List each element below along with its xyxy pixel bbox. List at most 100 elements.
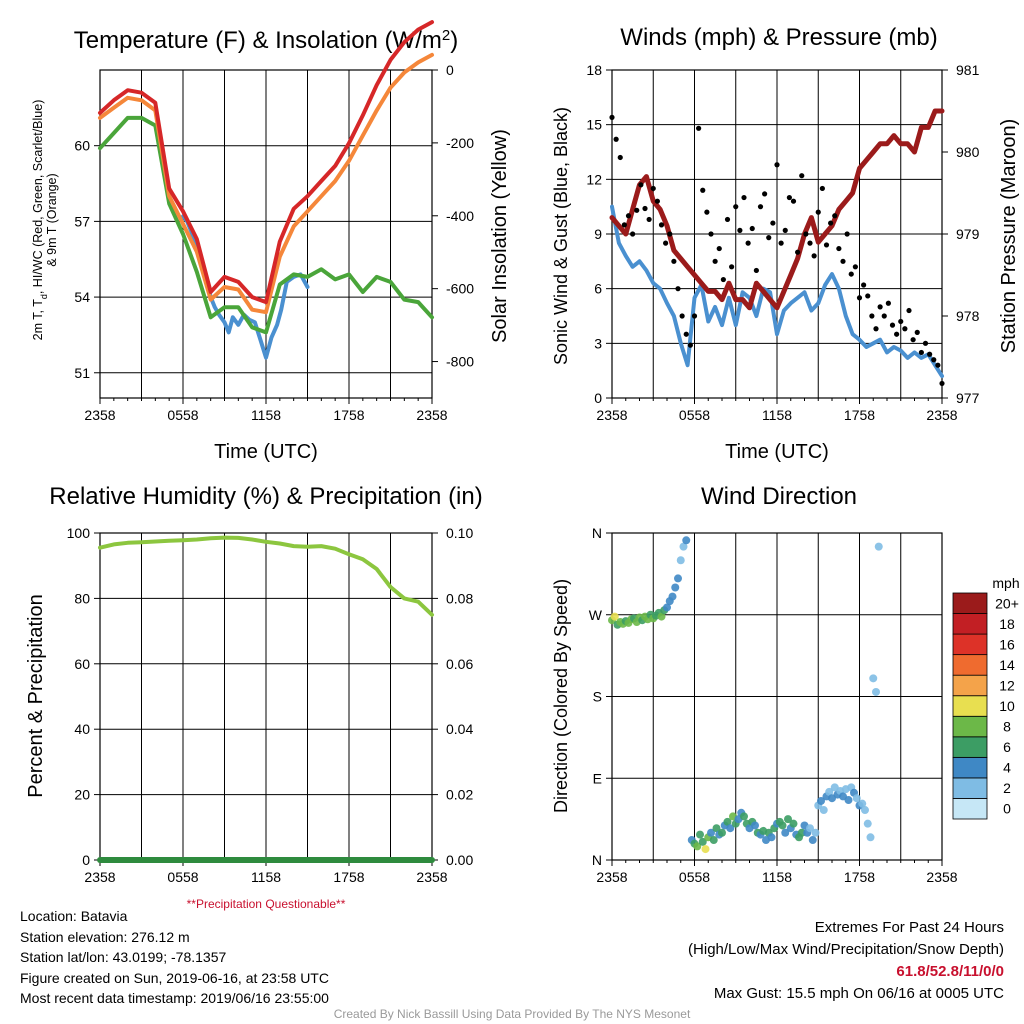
gust-point: [786, 194, 792, 201]
humidity-plot: 2358 0558 1158 1758 23580204060801000.000.02…: [67, 525, 474, 885]
direction-point: [781, 828, 790, 837]
gust-point: [922, 340, 929, 346]
winds-ytick-label: 3: [594, 335, 602, 351]
rh-rtick-label: 0.00: [446, 852, 473, 868]
legend-label: 16: [999, 636, 1015, 652]
rh-series: [98, 535, 434, 617]
winds-rtick-label: 980: [956, 144, 980, 160]
direction-point: [861, 806, 869, 815]
gust-point: [667, 231, 673, 237]
gust-point: [778, 240, 784, 246]
temp-ytick-label: 54: [74, 289, 90, 305]
gust-point: [729, 264, 735, 270]
legend-swatch: [952, 633, 988, 656]
direction-point: [679, 542, 688, 551]
direction-point: [610, 612, 619, 621]
legend-label: 2: [1003, 780, 1011, 796]
dir-ytick-label: W: [589, 607, 603, 623]
gust-point: [935, 362, 941, 368]
gust-point: [753, 267, 759, 274]
gust-point: [898, 318, 904, 325]
direction-point: [778, 821, 787, 830]
rh-rtick-label: 0.06: [446, 656, 473, 672]
rh-xtick-label: 1158: [251, 869, 281, 885]
gust-point: [733, 204, 739, 210]
temp-rtick-label: -400: [446, 208, 474, 224]
direction-point: [723, 817, 732, 826]
rh-title: Relative Humidity (%) & Precipitation (i…: [49, 483, 482, 510]
wind-series: [610, 204, 944, 379]
winds-xtick-label: 1758: [844, 407, 875, 423]
gust-point: [671, 258, 677, 264]
legend-label: 4: [1003, 760, 1011, 776]
dir-ytick-label: N: [592, 525, 602, 541]
direction-point: [767, 833, 776, 842]
gust-point: [873, 326, 879, 332]
direction-point: [789, 819, 798, 828]
gust-point: [774, 162, 780, 168]
winds-ytick-label: 9: [594, 226, 602, 242]
rh-ytick-label: 60: [74, 656, 90, 672]
dir-ytick-label: S: [593, 689, 602, 705]
dir-frame: [611, 532, 943, 861]
gust-point: [621, 222, 627, 228]
legend-title: mph: [992, 575, 1019, 591]
direction-point: [808, 836, 817, 845]
rh-rtick-label: 0.02: [446, 787, 473, 803]
legend-swatch: [952, 654, 988, 676]
gust-point: [745, 240, 751, 246]
gust-point: [654, 198, 660, 204]
gust-point: [856, 295, 863, 301]
direction-point: [663, 603, 671, 612]
gust-point: [840, 258, 846, 264]
speed-legend: 0 2 4 6 8 10 12 14 16 18 20+: [952, 592, 1019, 820]
gust-point: [939, 380, 945, 387]
recent-text: Most recent data timestamp: 2019/06/16 2…: [20, 990, 329, 1006]
rh-xtick-label: 0558: [167, 869, 198, 885]
direction-point: [671, 583, 680, 592]
direction-point: [712, 824, 721, 833]
legend-label: 20+: [995, 595, 1019, 611]
direction-point: [844, 796, 853, 805]
temp-ytick-label: 60: [74, 138, 90, 154]
legend-label: 10: [999, 698, 1015, 714]
legend-swatch: [952, 736, 988, 758]
temp-title: Temperature (F) & Insolation (W/m2): [74, 27, 458, 55]
temp-series-red: [98, 20, 434, 305]
direction-point: [806, 824, 814, 833]
gust-point: [782, 227, 788, 233]
gust-point: [828, 220, 834, 226]
precip-note: **Precipitation Questionable**: [186, 897, 346, 911]
winds-xtick-label: 0558: [679, 407, 710, 423]
direction-point: [858, 799, 867, 808]
rh-xtick-label: 2358: [416, 869, 447, 885]
credit-line: Created By Nick Bassill Using Data Provi…: [333, 1007, 691, 1021]
gust-point: [931, 357, 937, 363]
temp-rtick-label: -200: [446, 135, 474, 151]
legend-swatch: [952, 674, 988, 697]
gust-point: [696, 125, 702, 131]
legend-swatch: [952, 695, 988, 717]
gust-point: [609, 114, 615, 120]
direction-point: [693, 842, 702, 851]
legend-swatch: [952, 592, 988, 614]
gust-point: [749, 225, 755, 232]
rh-ytick-label: 20: [74, 787, 90, 803]
direction-point: [709, 836, 718, 845]
winds-rtick-label: 978: [956, 308, 980, 324]
gust-point: [679, 313, 685, 319]
legend-label: 14: [999, 657, 1015, 673]
gust-point: [613, 136, 619, 142]
dir-xtick-label: 1758: [844, 869, 875, 885]
direction-point: [874, 542, 883, 551]
legend-label: 18: [999, 616, 1015, 632]
gust-point: [885, 300, 891, 306]
gust-point: [815, 209, 821, 215]
gust-point: [807, 240, 813, 246]
winds-frame: [611, 69, 943, 399]
rh-ytick-label: 0: [82, 852, 90, 868]
gust-point: [675, 286, 681, 292]
gust-point: [762, 191, 768, 197]
direction-point: [784, 815, 792, 824]
